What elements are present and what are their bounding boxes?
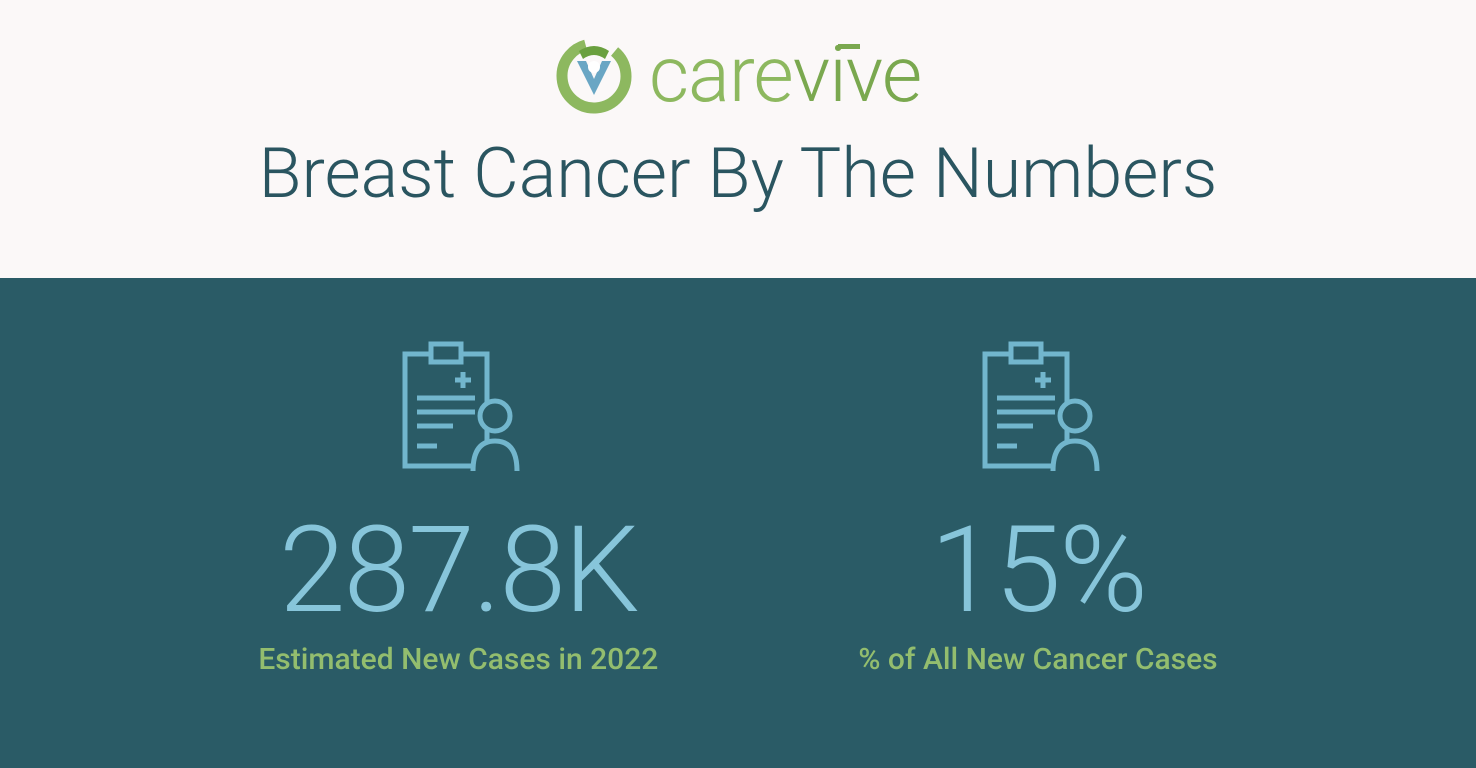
stat-percent-all-cases: 15% % of All New Cancer Cases [858, 336, 1217, 768]
logo-text-vive: vive [793, 30, 921, 121]
page-title: Breast Cancer By The Numbers [0, 133, 1476, 215]
logo-text: carevive [649, 30, 921, 121]
header: carevive Breast Cancer By The Numbers [0, 0, 1476, 278]
stat-new-cases: 287.8K Estimated New Cases in 2022 [258, 336, 658, 768]
stat-value: 287.8K [258, 508, 658, 634]
clipboard-patient-icon [963, 336, 1113, 490]
stat-value: 15% [858, 508, 1217, 634]
stat-label: % of All New Cancer Cases [858, 642, 1217, 677]
logo-text-care: care [649, 30, 793, 121]
logo-icon [555, 37, 633, 115]
clipboard-patient-icon [383, 336, 533, 490]
stat-label: Estimated New Cases in 2022 [258, 642, 658, 677]
logo: carevive [555, 30, 921, 121]
stats-section: 287.8K Estimated New Cases in 2022 15% %… [0, 278, 1476, 768]
